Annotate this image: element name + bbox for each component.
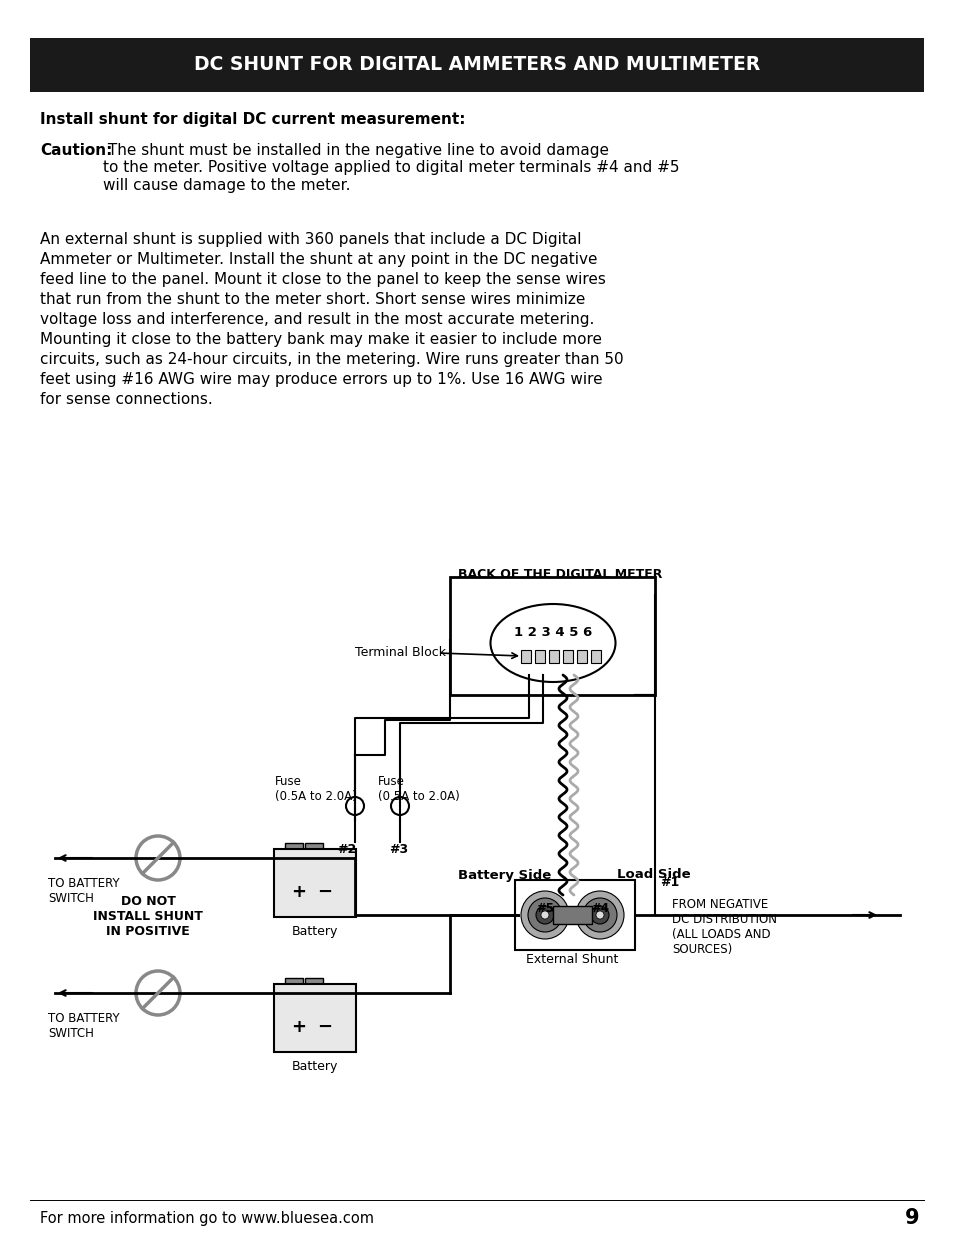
Bar — [287, 984, 301, 993]
Text: BACK OF THE DIGITAL METER: BACK OF THE DIGITAL METER — [457, 568, 661, 580]
Circle shape — [536, 906, 554, 924]
Bar — [553, 906, 592, 924]
Text: FROM NEGATIVE
DC DISTRIBUTION
(ALL LOADS AND
SOURCES): FROM NEGATIVE DC DISTRIBUTION (ALL LOADS… — [671, 898, 776, 956]
Bar — [285, 844, 303, 848]
Circle shape — [391, 797, 409, 815]
Circle shape — [346, 797, 364, 815]
Text: External Shunt: External Shunt — [525, 953, 618, 966]
Text: Caution:: Caution: — [40, 143, 112, 158]
Text: +: + — [292, 883, 306, 902]
Text: For more information go to www.bluesea.com: For more information go to www.bluesea.c… — [40, 1210, 374, 1225]
Text: #3: #3 — [389, 844, 408, 856]
Circle shape — [527, 898, 561, 932]
Text: +: + — [292, 1018, 306, 1036]
Text: Install shunt for digital DC current measurement:: Install shunt for digital DC current mea… — [40, 112, 465, 127]
Bar — [307, 984, 320, 993]
Bar — [535, 650, 544, 663]
Bar — [287, 848, 301, 858]
Circle shape — [582, 898, 617, 932]
Circle shape — [590, 906, 608, 924]
Bar — [305, 978, 323, 984]
Text: −: − — [317, 1018, 333, 1036]
Text: DO NOT
INSTALL SHUNT
IN POSITIVE: DO NOT INSTALL SHUNT IN POSITIVE — [93, 895, 203, 939]
Bar — [305, 844, 323, 848]
Text: DC SHUNT FOR DIGITAL AMMETERS AND MULTIMETER: DC SHUNT FOR DIGITAL AMMETERS AND MULTIM… — [193, 56, 760, 74]
Text: Battery: Battery — [292, 925, 337, 939]
Bar — [520, 650, 531, 663]
Text: Battery Side: Battery Side — [457, 868, 551, 882]
Circle shape — [540, 911, 548, 919]
Text: 1 2 3 4 5 6: 1 2 3 4 5 6 — [514, 626, 592, 640]
Text: The shunt must be installed in the negative line to avoid damage
to the meter. P: The shunt must be installed in the negat… — [103, 143, 679, 193]
Text: An external shunt is supplied with 360 panels that include a DC Digital
Ammeter : An external shunt is supplied with 360 p… — [40, 232, 623, 408]
Text: Fuse
(0.5A to 2.0A): Fuse (0.5A to 2.0A) — [377, 776, 459, 803]
Bar — [307, 848, 320, 858]
Text: Terminal Block: Terminal Block — [355, 646, 446, 658]
Bar — [548, 650, 558, 663]
Text: TO BATTERY
SWITCH: TO BATTERY SWITCH — [48, 877, 119, 905]
Text: Fuse
(0.5A to 2.0A): Fuse (0.5A to 2.0A) — [274, 776, 356, 803]
Bar — [274, 984, 355, 1052]
Bar — [274, 848, 355, 918]
Text: Load Side: Load Side — [617, 868, 690, 882]
Ellipse shape — [490, 604, 615, 682]
Bar — [577, 650, 586, 663]
Text: −: − — [317, 883, 333, 902]
Text: #1: #1 — [659, 876, 679, 888]
Bar — [450, 577, 655, 695]
Circle shape — [596, 911, 603, 919]
Bar — [562, 650, 573, 663]
Text: #4: #4 — [590, 902, 608, 915]
Text: TO BATTERY
SWITCH: TO BATTERY SWITCH — [48, 1011, 119, 1040]
Bar — [590, 650, 600, 663]
Bar — [30, 38, 923, 91]
Text: #2: #2 — [337, 844, 356, 856]
Circle shape — [576, 890, 623, 939]
Circle shape — [520, 890, 568, 939]
Bar — [515, 881, 635, 950]
Text: 9: 9 — [903, 1208, 919, 1228]
Bar — [285, 978, 303, 984]
Text: #5: #5 — [536, 902, 554, 915]
Text: Battery: Battery — [292, 1060, 337, 1073]
